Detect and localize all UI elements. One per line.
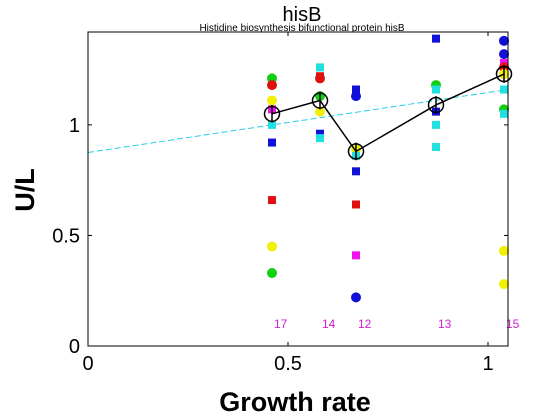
data-point-square — [316, 63, 324, 72]
data-point-circle — [267, 80, 277, 91]
data-point-square — [268, 120, 276, 129]
data-point-circle — [499, 279, 509, 290]
data-point-circle — [499, 49, 509, 60]
chart-title: hisB — [283, 4, 322, 26]
mean-marker — [347, 143, 365, 160]
data-point-circle — [267, 268, 277, 279]
data-point-square — [352, 85, 360, 94]
y-tick-label: 0 — [69, 336, 80, 358]
count-label: 14 — [322, 317, 336, 331]
mean-marker — [495, 65, 513, 83]
data-point-square — [352, 251, 360, 260]
data-point-circle — [351, 91, 361, 102]
x-tick-label: 0 — [82, 353, 93, 375]
count-label: 15 — [506, 317, 520, 331]
y-tick-label: 0.5 — [52, 225, 80, 247]
data-point-circle — [315, 106, 325, 117]
data-point-square — [268, 196, 276, 205]
count-label: 13 — [438, 317, 452, 331]
data-point-square — [316, 134, 324, 143]
data-point-square — [500, 109, 508, 118]
y-axis: 00.51 — [52, 115, 508, 358]
data-point-square — [432, 120, 440, 129]
data-point-square — [432, 34, 440, 43]
data-point-circle — [315, 73, 325, 84]
mean-marker — [311, 92, 329, 109]
count-label: 17 — [274, 317, 288, 331]
data-point-square — [352, 167, 360, 176]
x-tick-label: 1 — [482, 353, 493, 375]
data-point-circle — [267, 241, 277, 252]
x-axis: 0 0.5 1 — [82, 32, 494, 375]
plot-area: 17 14 12 13 15 — [87, 31, 520, 347]
data-point-circle — [351, 292, 361, 303]
data-point-square — [500, 85, 508, 94]
y-tick-label: 1 — [69, 115, 80, 137]
count-label: 12 — [358, 317, 372, 331]
x-tick-label: 0.5 — [274, 353, 302, 375]
data-point-square — [268, 138, 276, 147]
data-point-circle — [499, 245, 509, 256]
counts-layer: 17 14 12 13 15 — [274, 317, 520, 331]
chart-subtitle: Histidine biosynthesis bifunctional prot… — [199, 23, 404, 34]
x-axis-label: Growth rate — [219, 387, 371, 417]
data-point-square — [432, 85, 440, 94]
data-point-square — [352, 200, 360, 209]
mean-series-layer — [263, 65, 513, 161]
points-layer — [267, 34, 509, 303]
fit-line — [87, 88, 509, 154]
mean-marker — [263, 105, 281, 123]
mean-marker — [427, 96, 445, 114]
data-point-square — [432, 142, 440, 151]
plot-background — [88, 32, 508, 346]
fit-line-layer — [87, 88, 509, 154]
plot-frame — [87, 31, 509, 347]
data-point-square — [316, 129, 324, 138]
data-point-circle — [499, 35, 509, 46]
data-point-circle — [267, 95, 277, 106]
y-axis-label: U/L — [10, 168, 40, 212]
